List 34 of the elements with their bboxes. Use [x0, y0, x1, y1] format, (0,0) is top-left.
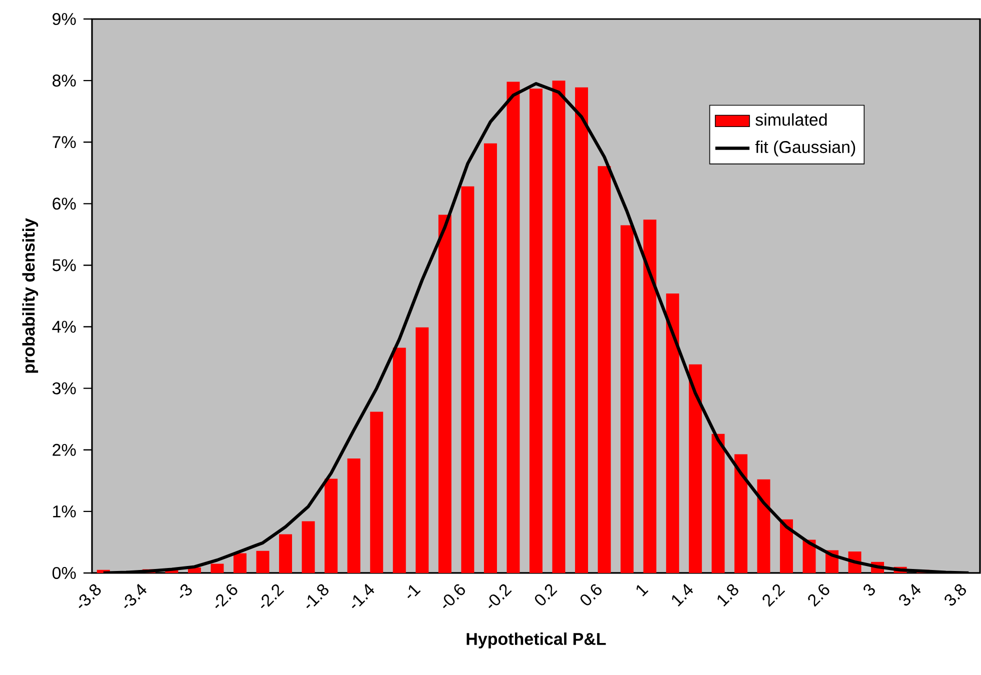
x-tick-label: 3: [864, 584, 875, 596]
x-tick-label: 2.2: [762, 584, 786, 607]
x-tick-label: -2.6: [215, 584, 238, 608]
y-tick-label: 1%: [53, 505, 76, 518]
x-tick-label: -3.8: [78, 584, 101, 608]
x-tick-label: -3: [180, 584, 192, 598]
x-tick-label: -0.2: [488, 584, 512, 608]
y-tick-label: 8%: [52, 74, 76, 87]
x-tick-label: 0.2: [534, 584, 558, 606]
x-tick-label: 3.8: [944, 584, 966, 606]
x-tick-label: -3.4: [124, 584, 147, 608]
y-tick-label: 3%: [52, 382, 76, 394]
y-tick-label: 5%: [52, 259, 76, 272]
legend-label: simulated: [756, 113, 827, 126]
x-tick-label: 2.6: [808, 584, 830, 607]
x-tick-label: 1: [636, 584, 648, 596]
x-tick-label: -2.2: [260, 584, 284, 608]
y-tick-label: 7%: [52, 136, 76, 148]
x-tick-label: 1.8: [718, 584, 738, 606]
x-tick-label: -1.8: [306, 584, 328, 608]
x-tick-label: -1: [407, 584, 421, 598]
x-tick-label: -1.4: [352, 584, 374, 608]
y-tick-label: 0%: [52, 566, 76, 579]
legend-label: fit (Gaussian): [755, 140, 856, 156]
y-tick-label: 2%: [52, 444, 76, 456]
y-tick-label: 6%: [52, 198, 76, 210]
y-tick-label: 9%: [52, 13, 76, 26]
x-axis-title: Hypothetical P&L: [466, 632, 606, 648]
y-axis-title: probability densitiy: [22, 218, 38, 373]
x-tick-label: -0.6: [442, 584, 465, 608]
x-tick-label: 0.6: [580, 584, 602, 606]
y-tick-label: 4%: [52, 320, 76, 333]
x-tick-label: 1.4: [672, 584, 694, 606]
x-tick-label: 3.4: [899, 584, 921, 606]
